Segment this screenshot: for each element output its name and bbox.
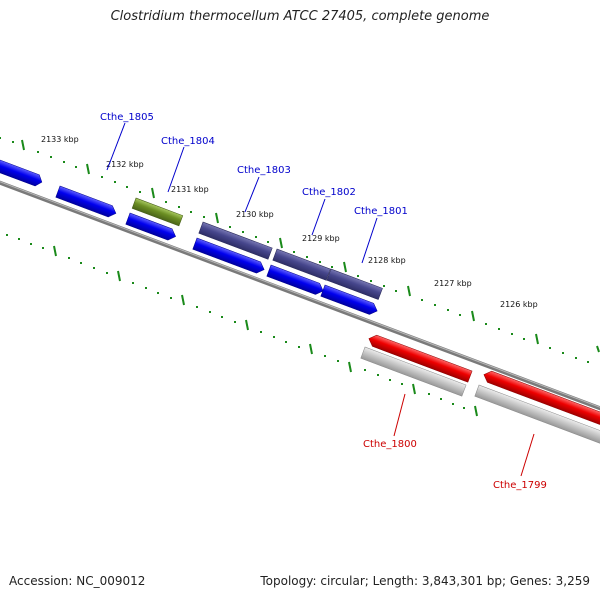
accession-label: Accession: NC_009012 (9, 574, 146, 588)
feature-bottom-4[interactable] (320, 284, 380, 317)
scale-label-2128: 2128 kbp (368, 256, 406, 265)
feature-top-1[interactable] (55, 185, 118, 219)
feature-cthe1801[interactable] (326, 268, 383, 300)
feature-bottom-3[interactable] (266, 264, 326, 297)
scale-label-2129: 2129 kbp (302, 234, 340, 243)
feature-cthe1799-shadow (474, 384, 600, 446)
feature-cthe1800[interactable] (367, 333, 473, 383)
scale-label-2132: 2132 kbp (106, 160, 144, 169)
genome-backbone-highlight (0, 181, 600, 408)
inner-scale-ruler (6, 234, 478, 417)
feature-cthe1802[interactable] (272, 248, 331, 281)
label-leader-lines (106, 122, 535, 477)
scale-label-2130: 2130 kbp (236, 210, 274, 219)
gene-label-cthe1804[interactable]: Cthe_1804 (161, 136, 215, 147)
feature-bottom-1[interactable] (125, 212, 178, 242)
map-title: Clostridium thermocellum ATCC 27405, com… (110, 9, 490, 24)
gene-label-cthe1803[interactable]: Cthe_1803 (237, 165, 291, 176)
outer-scale-ruler (0, 137, 600, 363)
genome-summary-label: Topology: circular; Length: 3,843,301 bp… (260, 574, 590, 588)
gene-label-cthe1805[interactable]: Cthe_1805 (100, 112, 154, 123)
scale-label-2126: 2126 kbp (500, 300, 538, 309)
feature-cthe1803[interactable] (198, 221, 273, 260)
feature-cthe1799[interactable] (482, 369, 600, 430)
feature-bottom-2[interactable] (192, 237, 266, 275)
scale-label-2127: 2127 kbp (434, 279, 472, 288)
genome-backbone (0, 180, 600, 411)
scale-label-2133: 2133 kbp (41, 135, 79, 144)
gene-label-cthe1801[interactable]: Cthe_1801 (354, 206, 408, 217)
feature-cthe1800-shadow (360, 346, 467, 397)
gene-label-cthe1800[interactable]: Cthe_1800 (363, 439, 417, 450)
gene-label-cthe1799[interactable]: Cthe_1799 (493, 480, 547, 491)
feature-top-0[interactable] (0, 152, 44, 188)
feature-cthe1804[interactable] (131, 197, 184, 227)
scale-label-2131: 2131 kbp (171, 185, 209, 194)
gene-label-cthe1802[interactable]: Cthe_1802 (302, 187, 356, 198)
